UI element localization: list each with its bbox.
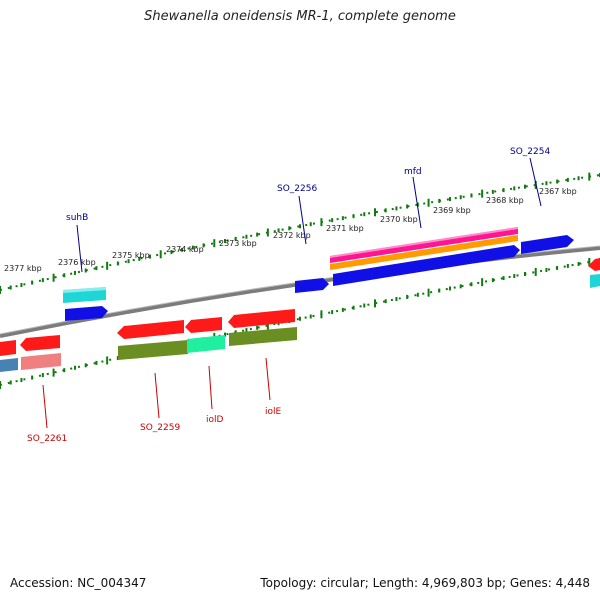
forward-label-leaders <box>76 157 542 273</box>
scale-label: 2371 kbp <box>326 224 364 233</box>
accession-text: Accession: NC_004347 <box>10 576 147 590</box>
scale-label: 2377 kbp <box>4 264 42 273</box>
gene-label[interactable]: SO_2256 <box>277 184 317 194</box>
reverse-gene-labels: SO_2261 SO_2259 iolD iolE <box>27 407 282 444</box>
forward-gene-labels: suhB SO_2256 mfd SO_2254 <box>66 147 550 223</box>
gene-label[interactable]: mfd <box>404 167 422 177</box>
feature-red-arrow[interactable] <box>117 320 184 339</box>
scale-label: 2368 kbp <box>486 196 524 205</box>
outer-scale-ticks <box>0 172 600 294</box>
scale-label: 2373 kbp <box>219 239 257 248</box>
scale-label: 2370 kbp <box>380 215 418 224</box>
feature-blue-arrow[interactable] <box>65 306 108 321</box>
scale-label: 2372 kbp <box>273 231 311 240</box>
gene-label[interactable]: iolD <box>206 415 224 425</box>
feature-olive[interactable] <box>229 327 297 346</box>
scale-label: 2374 kbp <box>166 245 204 254</box>
feature-blue-arrow[interactable] <box>295 278 329 293</box>
scale-label: 2375 kbp <box>112 251 150 260</box>
reverse-label-leaders <box>42 357 271 429</box>
forward-features <box>63 227 600 321</box>
feature-red-arrow[interactable] <box>588 258 600 271</box>
feature-springgreen[interactable] <box>187 335 225 353</box>
feature-blue-arrow[interactable] <box>333 245 520 286</box>
feature-cyan[interactable] <box>590 274 600 288</box>
map-title: Shewanella oneidensis MR-1, complete gen… <box>144 9 456 24</box>
feature-red-arrow[interactable] <box>20 335 60 351</box>
inner-scale-line <box>0 259 600 386</box>
scale-label: 2376 kbp <box>58 258 96 267</box>
feature-red-arrow[interactable] <box>185 317 222 333</box>
feature-red-arrow[interactable] <box>0 340 16 356</box>
feature-orange[interactable] <box>330 235 518 270</box>
feature-blue-arrow[interactable] <box>521 235 574 254</box>
feature-red-arrow[interactable] <box>228 309 295 328</box>
gene-label[interactable]: iolE <box>265 407 282 417</box>
feature-salmon[interactable] <box>21 353 61 370</box>
reverse-features <box>0 309 297 372</box>
gene-label[interactable]: SO_2254 <box>510 147 550 157</box>
gene-label[interactable]: SO_2259 <box>140 423 180 433</box>
topology-text: Topology: circular; Length: 4,969,803 bp… <box>260 576 590 590</box>
gene-label[interactable]: SO_2261 <box>27 434 67 444</box>
gene-label[interactable]: suhB <box>66 213 88 223</box>
scale-labels: 2377 kbp 2376 kbp 2375 kbp 2374 kbp 2373… <box>4 187 577 273</box>
scale-label: 2367 kbp <box>539 187 577 196</box>
feature-olive[interactable] <box>118 340 188 360</box>
feature-steelblue[interactable] <box>0 358 18 372</box>
scale-label: 2369 kbp <box>433 206 471 215</box>
